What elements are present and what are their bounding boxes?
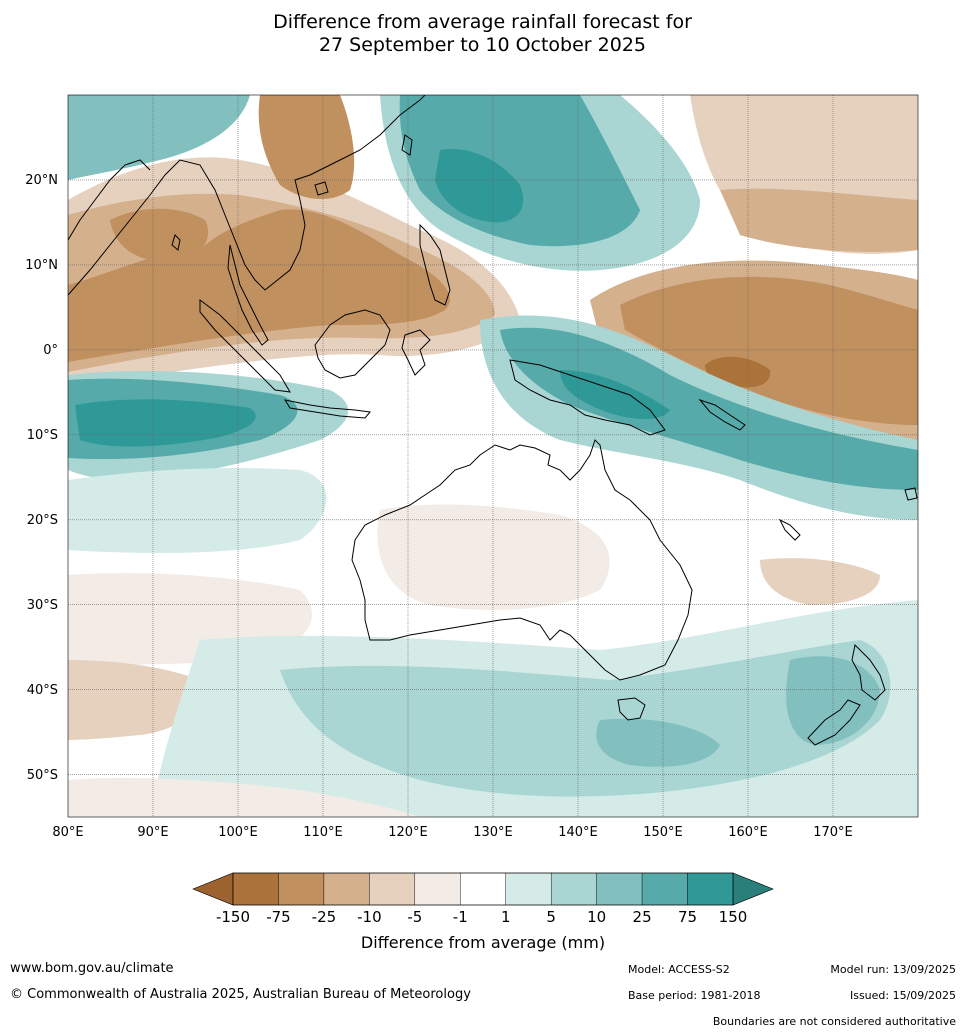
dry-anomaly-south-china — [258, 95, 355, 200]
graticule — [68, 95, 918, 817]
colorbar-label: Difference from average (mm) — [361, 933, 605, 952]
lon-label: 170°E — [813, 825, 853, 840]
lat-label: 50°S — [27, 768, 58, 783]
wet-anomaly-png-core — [500, 327, 918, 490]
lat-label: 20°S — [27, 513, 58, 528]
colorbar-tick-label: 5 — [546, 908, 556, 926]
colorbar-bin — [687, 872, 734, 906]
dry-anomaly-australia-interior — [377, 504, 610, 610]
disclaimer-text: Boundaries are not considered authoritat… — [712, 1015, 956, 1028]
lat-label: 0° — [43, 343, 58, 358]
lat-label: 20°N — [25, 173, 58, 188]
coastline-new-zealand-south — [807, 699, 861, 746]
colorbar-bin — [232, 872, 279, 906]
wet-anomaly-nw-corner — [68, 95, 250, 180]
coastline-borneo — [314, 309, 391, 379]
colorbar-tick-label: -25 — [312, 908, 337, 926]
colorbar-bin — [369, 872, 416, 906]
dry-anomaly-central-pacific-core — [720, 188, 918, 252]
colorbar-frame — [232, 872, 734, 906]
colorbar-tick-label: -10 — [357, 908, 382, 926]
wet-anomaly-south-tasman — [596, 718, 720, 767]
lon-label: 160°E — [728, 825, 768, 840]
colorbar-extend-low — [192, 872, 234, 906]
wet-anomaly-southern-ocean-core — [280, 640, 891, 797]
coastline-sri-lanka — [171, 234, 181, 251]
model-run-text: Model run: 13/09/2025 — [830, 963, 956, 976]
longitude-labels: 80°E 90°E 100°E 110°E 120°E 130°E 140°E … — [52, 825, 852, 840]
dry-anomaly-indochina-strong — [68, 209, 450, 362]
coastline-vanuatu-fiji — [778, 487, 918, 541]
lon-label: 90°E — [137, 825, 168, 840]
wet-anomaly-philippine-sea-strong — [435, 149, 524, 223]
dry-anomaly-south-pacific — [760, 558, 880, 605]
lon-label: 120°E — [388, 825, 428, 840]
coastline-new-zealand-north — [851, 643, 886, 701]
model-text: Model: ACCESS-S2 — [628, 963, 730, 976]
lat-label: 30°S — [27, 598, 58, 613]
lon-label: 130°E — [473, 825, 513, 840]
colorbar-tick-label: -5 — [407, 908, 422, 926]
lon-label: 150°E — [643, 825, 683, 840]
lon-label: 100°E — [218, 825, 258, 840]
coastlines — [68, 95, 918, 746]
colorbar-tick-label: 25 — [633, 908, 652, 926]
colorbar-tick-label: -75 — [266, 908, 291, 926]
lat-label: 10°N — [25, 258, 58, 273]
lon-label: 140°E — [558, 825, 598, 840]
colorbar-bin — [596, 872, 643, 906]
colorbar-tick-label: -1 — [453, 908, 468, 926]
coastline-java — [283, 399, 371, 419]
wet-anomaly-indian-ocean-south — [68, 468, 327, 553]
lon-label: 110°E — [303, 825, 343, 840]
coastline-hainan — [314, 181, 329, 196]
coastline-india-tip — [68, 159, 151, 241]
dry-anomaly-south-west — [68, 660, 201, 740]
wet-anomaly-tasman-sea — [786, 656, 880, 745]
issued-text: Issued: 15/09/2025 — [849, 989, 956, 1002]
map-title-line-2: 27 September to 10 October 2025 — [318, 34, 647, 56]
coastline-new-guinea — [509, 359, 666, 436]
colorbar-bin — [550, 872, 597, 906]
coastline-sulawesi — [401, 329, 431, 376]
coastline-australia — [351, 439, 693, 681]
lat-label: 40°S — [27, 683, 58, 698]
colorbar-bin — [505, 872, 552, 906]
colorbar-tick-label: 1 — [501, 908, 511, 926]
colorbar-tick-label: 75 — [678, 908, 697, 926]
coastline-malay-peninsula — [227, 244, 269, 346]
coastline-taiwan — [401, 134, 413, 156]
colorbar-bin — [641, 872, 688, 906]
colorbar-tick-label: 10 — [587, 908, 606, 926]
dry-anomaly-equatorial-pacific-core — [620, 276, 918, 425]
base-period-text: Base period: 1981-2018 — [628, 989, 761, 1002]
coastline-asia-mainland — [68, 95, 426, 296]
colorbar-extend-high — [732, 872, 774, 906]
wet-anomaly-png-strong — [560, 370, 670, 420]
map-frame — [67, 94, 919, 818]
coastline-solomon-islands — [698, 398, 746, 431]
colorbar-bin — [278, 872, 325, 906]
colorbar-tick-label: 150 — [719, 908, 748, 926]
website-link[interactable]: www.bom.gov.au/climate — [10, 961, 174, 976]
coastline-sumatra — [199, 299, 291, 393]
colorbar-bin — [414, 872, 461, 906]
coastline-philippines — [419, 223, 451, 306]
colorbar-bin — [323, 872, 370, 906]
colorbar-tick-label: -150 — [216, 908, 250, 926]
latitude-labels: 20°N 10°N 0° 10°S 20°S 30°S 40°S 50°S — [25, 173, 58, 783]
dry-anomaly-bengal — [110, 208, 209, 262]
lat-label: 10°S — [27, 428, 58, 443]
colorbar: -150 -75 -25 -10 -5 -1 1 5 10 25 75 150 Difference … — [192, 872, 774, 952]
coastline-tasmania — [617, 697, 646, 721]
map-title-line-1: Difference from average rainfall forecas… — [273, 11, 692, 33]
colorbar-bin — [460, 872, 506, 906]
lon-label: 80°E — [52, 825, 83, 840]
copyright-text: © Commonwealth of Australia 2025, Austra… — [10, 987, 471, 1002]
dry-anomaly-south-edge — [68, 778, 420, 817]
